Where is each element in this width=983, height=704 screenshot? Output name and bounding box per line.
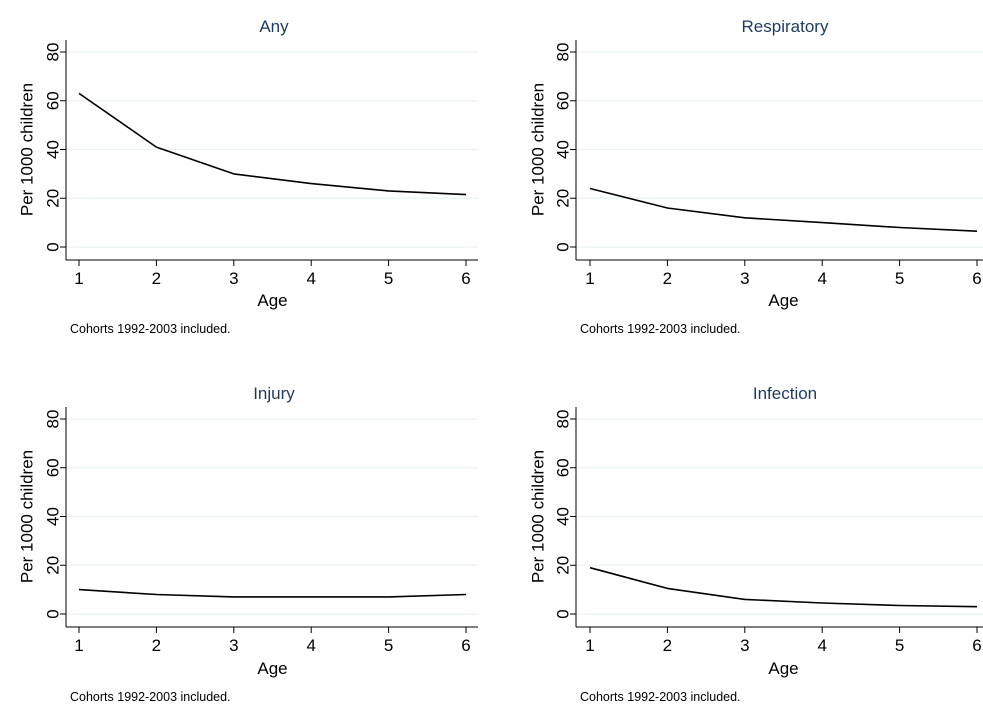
y-tick-label: 80 bbox=[43, 410, 62, 429]
series-line bbox=[78, 588, 467, 598]
x-tick-label: 2 bbox=[663, 636, 672, 655]
chart-panel-any: 0 20 40 60 80 1 2 3 4 5 6 Any Age Per 1000 children Co… bbox=[17, 17, 478, 336]
y-tick-label: 60 bbox=[553, 91, 572, 110]
x-tick-label: 3 bbox=[740, 636, 749, 655]
x-tick-label: 4 bbox=[306, 636, 315, 655]
series-line bbox=[589, 187, 978, 232]
y-tick-label: 20 bbox=[553, 556, 572, 575]
y-tick-label: 40 bbox=[553, 507, 572, 526]
x-tick-label: 1 bbox=[74, 269, 83, 288]
x-tick-label: 2 bbox=[152, 269, 161, 288]
y-tick-label: 80 bbox=[43, 43, 62, 62]
x-tick-label: 3 bbox=[740, 269, 749, 288]
y-axis-title: Per 1000 children bbox=[528, 83, 547, 216]
panel-title: Infection bbox=[753, 384, 817, 403]
x-tick-label: 1 bbox=[74, 636, 83, 655]
x-tick-label: 6 bbox=[461, 269, 470, 288]
y-tick-label: 20 bbox=[43, 189, 62, 208]
y-tick-label: 0 bbox=[553, 242, 572, 251]
panel-note: Cohorts 1992-2003 included. bbox=[70, 322, 231, 336]
x-axis-title: Age bbox=[768, 659, 798, 678]
panel-title: Injury bbox=[253, 384, 295, 403]
panel-title: Any bbox=[259, 17, 289, 36]
x-tick-label: 5 bbox=[384, 636, 393, 655]
chart-panel-infection: 0 20 40 60 80 1 2 3 4 5 6 Infection Age Per 1000 chil… bbox=[528, 384, 983, 704]
y-tick-label: 40 bbox=[553, 140, 572, 159]
panel-title: Respiratory bbox=[742, 17, 829, 36]
x-tick-label: 1 bbox=[585, 636, 594, 655]
x-tick-label: 6 bbox=[972, 269, 981, 288]
x-tick-label: 5 bbox=[895, 269, 904, 288]
y-tick-label: 60 bbox=[43, 91, 62, 110]
y-tick-label: 40 bbox=[43, 140, 62, 159]
y-tick-label: 80 bbox=[553, 43, 572, 62]
y-axis-title: Per 1000 children bbox=[17, 83, 36, 216]
x-tick-label: 4 bbox=[306, 269, 315, 288]
y-tick-label: 40 bbox=[43, 507, 62, 526]
y-tick-label: 20 bbox=[43, 556, 62, 575]
x-tick-label: 2 bbox=[152, 636, 161, 655]
panel-note: Cohorts 1992-2003 included. bbox=[580, 322, 741, 336]
panel-note: Cohorts 1992-2003 included. bbox=[580, 690, 741, 704]
series-line bbox=[589, 566, 978, 608]
x-axis-title: Age bbox=[768, 291, 798, 310]
y-tick-label: 60 bbox=[43, 458, 62, 477]
chart-panel-respiratory: 0 20 40 60 80 1 2 3 4 5 6 Respiratory Age Per 1000 ch… bbox=[528, 17, 983, 336]
x-axis-title: Age bbox=[257, 659, 287, 678]
x-tick-label: 1 bbox=[585, 269, 594, 288]
x-tick-label: 5 bbox=[895, 636, 904, 655]
y-axis-title: Per 1000 children bbox=[17, 450, 36, 583]
series-line bbox=[78, 92, 467, 196]
x-axis-title: Age bbox=[257, 291, 287, 310]
x-tick-label: 6 bbox=[972, 636, 981, 655]
y-tick-label: 0 bbox=[43, 242, 62, 251]
y-tick-label: 0 bbox=[553, 609, 572, 618]
x-tick-label: 4 bbox=[817, 636, 826, 655]
y-tick-label: 60 bbox=[553, 458, 572, 477]
y-axis-title: Per 1000 children bbox=[528, 450, 547, 583]
y-tick-label: 20 bbox=[553, 189, 572, 208]
x-tick-label: 2 bbox=[663, 269, 672, 288]
panel-note: Cohorts 1992-2003 included. bbox=[70, 690, 231, 704]
x-tick-label: 6 bbox=[461, 636, 470, 655]
chart-panel-injury: 0 20 40 60 80 1 2 3 4 5 6 Injury Age Per 1000 childre… bbox=[17, 384, 478, 704]
x-tick-label: 5 bbox=[384, 269, 393, 288]
x-tick-label: 3 bbox=[229, 269, 238, 288]
x-tick-label: 4 bbox=[817, 269, 826, 288]
y-tick-label: 0 bbox=[43, 609, 62, 618]
y-tick-label: 80 bbox=[553, 410, 572, 429]
x-tick-label: 3 bbox=[229, 636, 238, 655]
